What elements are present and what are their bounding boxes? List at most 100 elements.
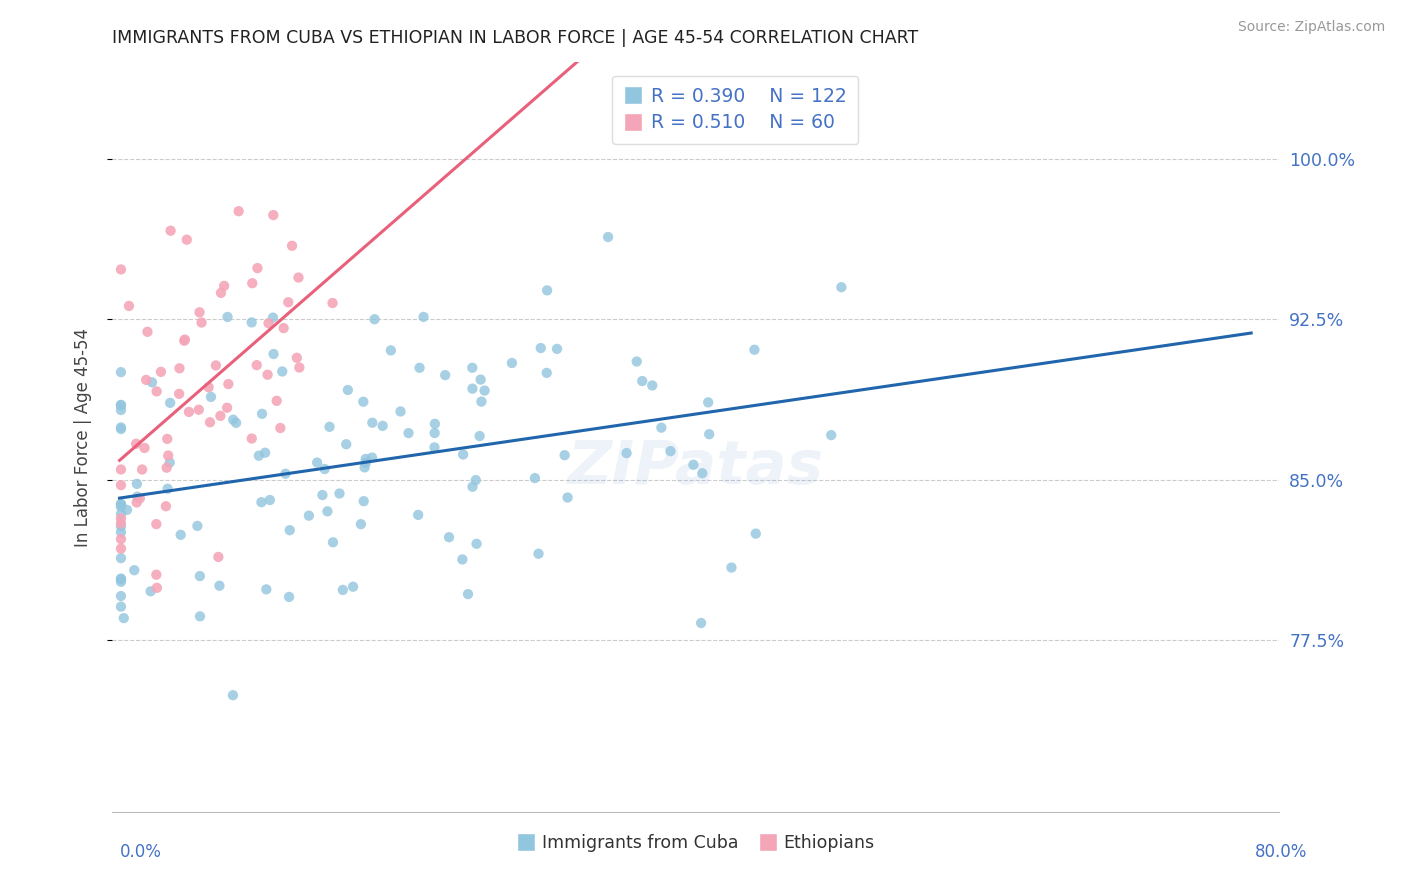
- Point: [135, 373, 157, 387]
- Point: [322, 296, 344, 310]
- Point: [353, 494, 375, 508]
- Point: [228, 204, 250, 219]
- Point: [200, 390, 222, 404]
- Point: [110, 511, 132, 525]
- Point: [159, 396, 181, 410]
- Point: [332, 582, 354, 597]
- Point: [217, 401, 239, 415]
- Point: [474, 384, 496, 398]
- Point: [389, 404, 412, 418]
- Point: [273, 321, 295, 335]
- Point: [159, 455, 181, 469]
- Point: [461, 382, 484, 396]
- Point: [110, 462, 132, 476]
- Point: [110, 572, 132, 586]
- Point: [641, 378, 664, 392]
- Point: [266, 393, 288, 408]
- Text: IMMIGRANTS FROM CUBA VS ETHIOPIAN IN LABOR FORCE | AGE 45-54 CORRELATION CHART: IMMIGRANTS FROM CUBA VS ETHIOPIAN IN LAB…: [112, 29, 918, 47]
- Point: [209, 409, 232, 423]
- Point: [278, 590, 301, 604]
- Point: [110, 403, 132, 417]
- Point: [536, 366, 558, 380]
- Point: [461, 480, 484, 494]
- Point: [354, 456, 377, 470]
- Point: [188, 609, 211, 624]
- Point: [523, 471, 546, 485]
- Point: [464, 473, 486, 487]
- Point: [198, 415, 221, 429]
- Point: [159, 224, 181, 238]
- Point: [697, 427, 720, 442]
- Point: [363, 312, 385, 326]
- Point: [134, 441, 156, 455]
- Point: [125, 436, 148, 450]
- Point: [170, 528, 193, 542]
- Point: [110, 420, 132, 434]
- Point: [115, 503, 138, 517]
- Point: [146, 581, 169, 595]
- Text: ZIPatas: ZIPatas: [568, 438, 824, 497]
- Point: [110, 519, 132, 533]
- Point: [190, 316, 212, 330]
- Point: [361, 416, 384, 430]
- Point: [127, 490, 149, 504]
- Point: [217, 310, 239, 324]
- Point: [406, 508, 429, 522]
- Point: [398, 426, 420, 441]
- Point: [176, 233, 198, 247]
- Point: [451, 448, 474, 462]
- Point: [262, 208, 284, 222]
- Point: [322, 535, 344, 549]
- Point: [197, 380, 219, 394]
- Point: [174, 333, 197, 347]
- Text: 80.0%: 80.0%: [1256, 843, 1308, 861]
- Point: [217, 377, 239, 392]
- Point: [423, 441, 446, 455]
- Point: [271, 364, 294, 378]
- Point: [352, 394, 374, 409]
- Point: [173, 334, 195, 348]
- Point: [155, 500, 177, 514]
- Point: [307, 456, 329, 470]
- Point: [110, 498, 132, 512]
- Point: [110, 532, 132, 546]
- Point: [205, 359, 228, 373]
- Point: [207, 549, 229, 564]
- Point: [112, 611, 135, 625]
- Point: [554, 448, 576, 462]
- Text: Source: ZipAtlas.com: Source: ZipAtlas.com: [1237, 20, 1385, 34]
- Point: [145, 567, 167, 582]
- Point: [212, 278, 235, 293]
- Point: [527, 547, 550, 561]
- Point: [139, 584, 162, 599]
- Point: [222, 688, 245, 702]
- Point: [110, 262, 132, 277]
- Point: [169, 361, 191, 376]
- Point: [380, 343, 402, 358]
- Point: [350, 517, 373, 532]
- Point: [465, 537, 488, 551]
- Point: [353, 460, 375, 475]
- Point: [269, 421, 291, 435]
- Point: [596, 230, 619, 244]
- Point: [209, 285, 232, 300]
- Point: [830, 280, 852, 294]
- Point: [278, 523, 301, 537]
- Point: [145, 517, 167, 532]
- Point: [461, 360, 484, 375]
- Point: [110, 516, 132, 531]
- Point: [222, 412, 245, 426]
- Point: [451, 552, 474, 566]
- Point: [149, 365, 172, 379]
- Point: [110, 478, 132, 492]
- Point: [650, 420, 672, 434]
- Point: [361, 450, 384, 465]
- Point: [316, 504, 339, 518]
- Point: [186, 519, 208, 533]
- Point: [187, 402, 209, 417]
- Point: [110, 500, 132, 514]
- Point: [225, 416, 247, 430]
- Point: [110, 398, 132, 412]
- Point: [470, 373, 492, 387]
- Point: [110, 507, 132, 521]
